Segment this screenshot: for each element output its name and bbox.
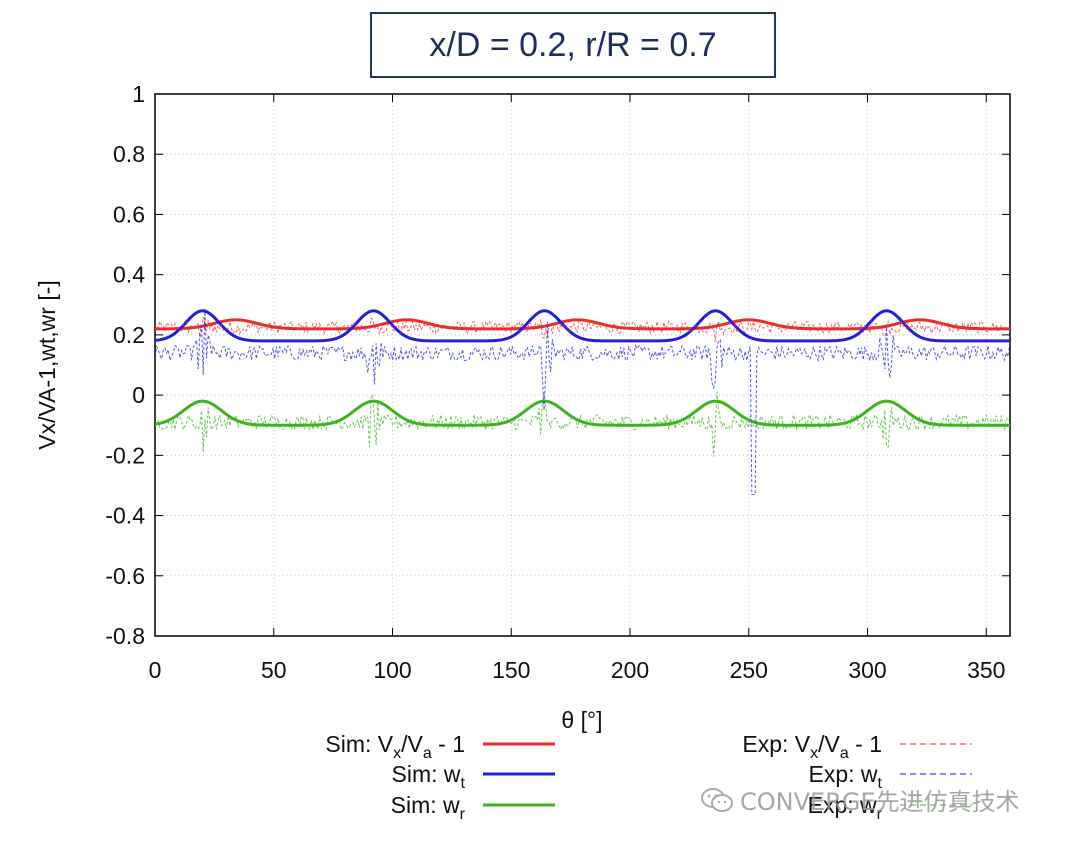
y-tick-label: 0 bbox=[132, 382, 145, 408]
y-tick-label: -0.2 bbox=[105, 442, 145, 468]
y-tick-label: 0.8 bbox=[113, 141, 145, 167]
series-line-2 bbox=[155, 399, 1010, 427]
x-tick-label: 200 bbox=[611, 657, 649, 683]
y-tick-label: 0.4 bbox=[113, 262, 145, 288]
y-tick-label: -0.6 bbox=[105, 563, 145, 589]
series-line-1 bbox=[155, 309, 1010, 343]
x-tick-label: 100 bbox=[373, 657, 411, 683]
y-tick-label: 1 bbox=[132, 81, 145, 107]
chart-title: x/D = 0.2, r/R = 0.7 bbox=[429, 25, 717, 64]
wechat-icon bbox=[701, 787, 733, 812]
series-line-3 bbox=[155, 316, 1010, 342]
legend-label-sim-1: Sim: wt bbox=[392, 761, 466, 792]
y-axis-label: Vx/VA-1,wt,wr [-] bbox=[34, 280, 60, 450]
x-tick-label: 50 bbox=[261, 657, 287, 683]
x-tick-label: 300 bbox=[848, 657, 886, 683]
legend-label-sim-0: Sim: Vx/Va - 1 bbox=[325, 731, 465, 762]
legend-label-exp-2: Exp: wr bbox=[808, 792, 883, 823]
x-tick-label: 250 bbox=[730, 657, 768, 683]
legend-label-sim-2: Sim: wr bbox=[391, 792, 466, 823]
x-tick-label: 150 bbox=[492, 657, 530, 683]
x-tick-label: 350 bbox=[967, 657, 1005, 683]
legend-label-exp-0: Exp: Vx/Va - 1 bbox=[742, 731, 882, 762]
y-tick-label: 0.6 bbox=[113, 201, 145, 227]
watermark: CONVERGE先进仿真技术 bbox=[700, 782, 1020, 817]
x-tick-label: 0 bbox=[149, 657, 162, 683]
legend-label-exp-1: Exp: wt bbox=[809, 761, 883, 792]
series-line-5 bbox=[155, 392, 1010, 457]
y-tick-label: 0.2 bbox=[113, 322, 145, 348]
series-line-0 bbox=[155, 318, 1010, 331]
x-axis-label: θ [°] bbox=[561, 707, 602, 733]
y-tick-label: -0.4 bbox=[105, 503, 145, 529]
plot-frame bbox=[154, 93, 1011, 637]
chart-title-box: x/D = 0.2, r/R = 0.7 bbox=[370, 12, 776, 78]
y-tick-label: -0.8 bbox=[105, 623, 145, 649]
watermark-text: CONVERGE先进仿真技术 bbox=[740, 788, 1020, 816]
series-line-4 bbox=[155, 308, 1010, 495]
